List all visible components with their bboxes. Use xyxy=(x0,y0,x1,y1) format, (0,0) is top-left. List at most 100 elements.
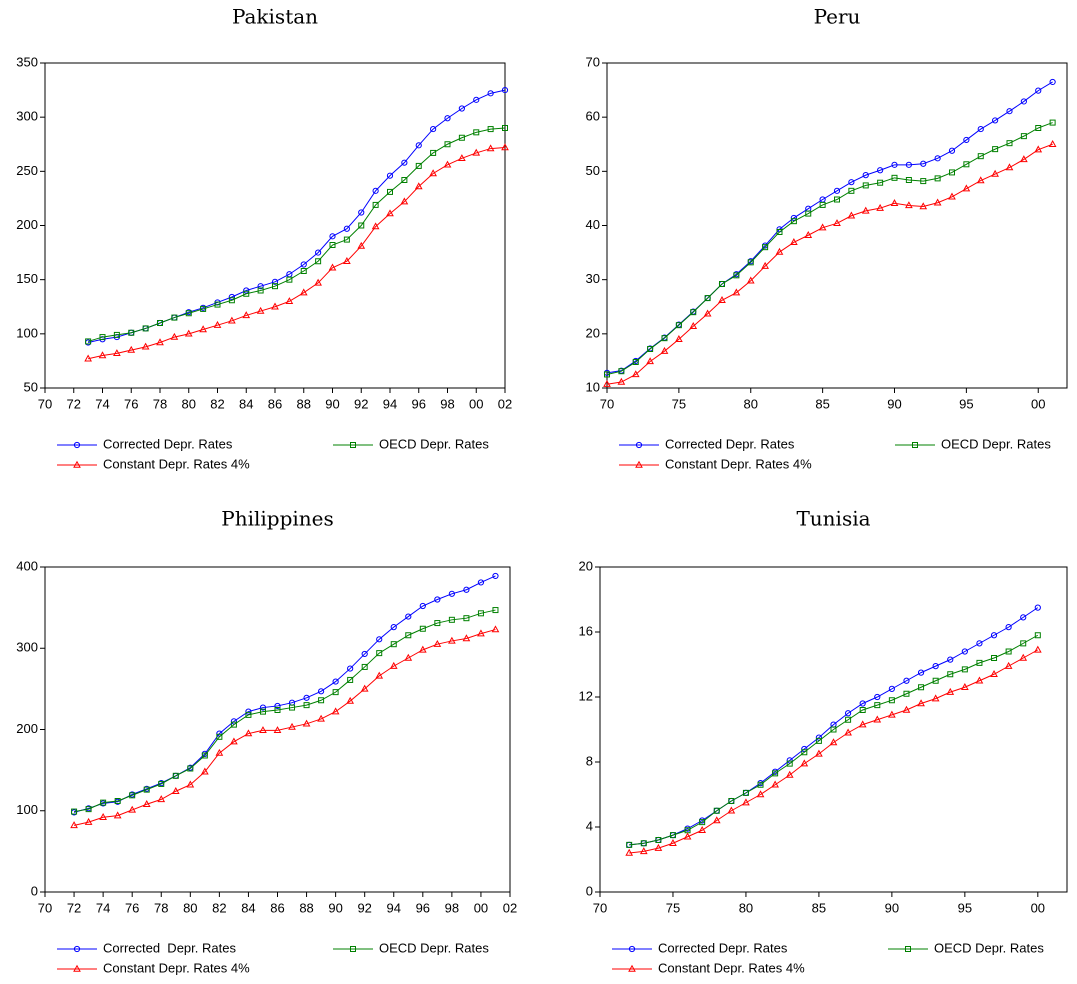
legend-marker xyxy=(73,441,81,449)
point xyxy=(946,687,955,695)
point xyxy=(300,261,307,268)
point xyxy=(376,650,383,657)
legend-label: Corrected Depr. Rates xyxy=(658,940,788,955)
legend-label: Constant Depr. Rates 4% xyxy=(103,456,250,471)
point xyxy=(703,309,712,317)
point xyxy=(458,105,465,112)
panel: Philippines 0 100 200 300 400 70 72 74 76 78 80 82 84… xyxy=(16,507,517,976)
point xyxy=(727,806,736,814)
x-tick-label: 82 xyxy=(210,396,224,411)
point xyxy=(113,331,120,338)
legend-marker xyxy=(73,945,81,953)
point xyxy=(491,625,500,633)
point xyxy=(1033,645,1042,653)
point xyxy=(934,175,941,182)
point xyxy=(114,798,121,804)
legend-label: Constant Depr. Rates 4% xyxy=(658,960,805,975)
legend-label: OECD Depr. Rates xyxy=(934,940,1044,955)
point xyxy=(371,222,380,230)
point xyxy=(347,676,354,683)
point xyxy=(918,684,925,691)
point xyxy=(689,322,698,329)
point xyxy=(400,197,409,205)
series-line xyxy=(629,649,1039,854)
point xyxy=(230,721,237,728)
x-tick-label: 72 xyxy=(67,396,81,411)
x-tick-label: 96 xyxy=(416,900,430,915)
point xyxy=(230,718,238,725)
legend-marker xyxy=(73,964,81,972)
point xyxy=(844,728,852,736)
point xyxy=(948,192,956,200)
point xyxy=(448,616,455,623)
chart-title: Philippines xyxy=(221,507,334,531)
x-tick-label: 90 xyxy=(328,900,342,915)
point xyxy=(1020,155,1028,163)
legend-marker xyxy=(628,945,636,953)
point xyxy=(157,795,166,803)
point xyxy=(771,780,779,788)
point xyxy=(819,201,826,208)
point xyxy=(661,335,668,342)
point xyxy=(245,708,252,715)
point xyxy=(1005,648,1012,655)
point xyxy=(905,177,912,183)
x-tick-label: 76 xyxy=(125,900,139,915)
point xyxy=(129,792,136,799)
point xyxy=(920,160,927,167)
point xyxy=(418,645,427,653)
point xyxy=(273,726,282,734)
point xyxy=(200,767,209,775)
point xyxy=(477,610,484,617)
point xyxy=(317,714,325,722)
point xyxy=(419,625,426,632)
x-tick-label: 78 xyxy=(153,396,167,411)
point xyxy=(401,177,408,183)
point xyxy=(157,320,163,326)
point xyxy=(963,136,970,144)
point xyxy=(669,839,677,846)
x-tick-label: 98 xyxy=(440,396,454,411)
point xyxy=(876,203,884,211)
x-tick-label: 02 xyxy=(498,396,512,411)
point xyxy=(228,297,235,304)
point xyxy=(962,184,971,192)
point xyxy=(888,685,895,692)
point xyxy=(683,832,692,840)
point xyxy=(604,371,610,378)
point xyxy=(801,749,808,756)
y-tick-label: 200 xyxy=(16,721,38,736)
point xyxy=(963,161,970,168)
point xyxy=(443,160,452,168)
y-tick-label: 12 xyxy=(579,688,593,703)
point xyxy=(245,711,252,718)
point xyxy=(444,115,451,122)
y-tick-label: 200 xyxy=(16,217,38,232)
legend-label: Constant Depr. Rates 4% xyxy=(103,960,250,975)
point xyxy=(361,663,368,670)
x-tick-label: 88 xyxy=(297,396,311,411)
point xyxy=(502,125,508,131)
point xyxy=(99,334,106,341)
point xyxy=(346,696,355,704)
y-tick-label: 250 xyxy=(16,163,38,178)
x-tick-label: 74 xyxy=(95,396,109,411)
point xyxy=(728,798,735,804)
point xyxy=(172,772,179,779)
point xyxy=(244,729,253,737)
point xyxy=(142,325,149,332)
point xyxy=(486,144,495,152)
x-tick-label: 70 xyxy=(593,900,607,915)
point xyxy=(98,351,107,359)
point xyxy=(185,310,192,317)
point xyxy=(84,817,93,825)
point xyxy=(444,141,451,148)
x-tick-label: 94 xyxy=(387,900,401,915)
series-line xyxy=(88,89,506,343)
point xyxy=(626,841,633,848)
point xyxy=(992,146,999,153)
point xyxy=(804,231,813,238)
point xyxy=(1005,163,1014,171)
point xyxy=(647,346,654,352)
x-tick-label: 86 xyxy=(268,396,282,411)
